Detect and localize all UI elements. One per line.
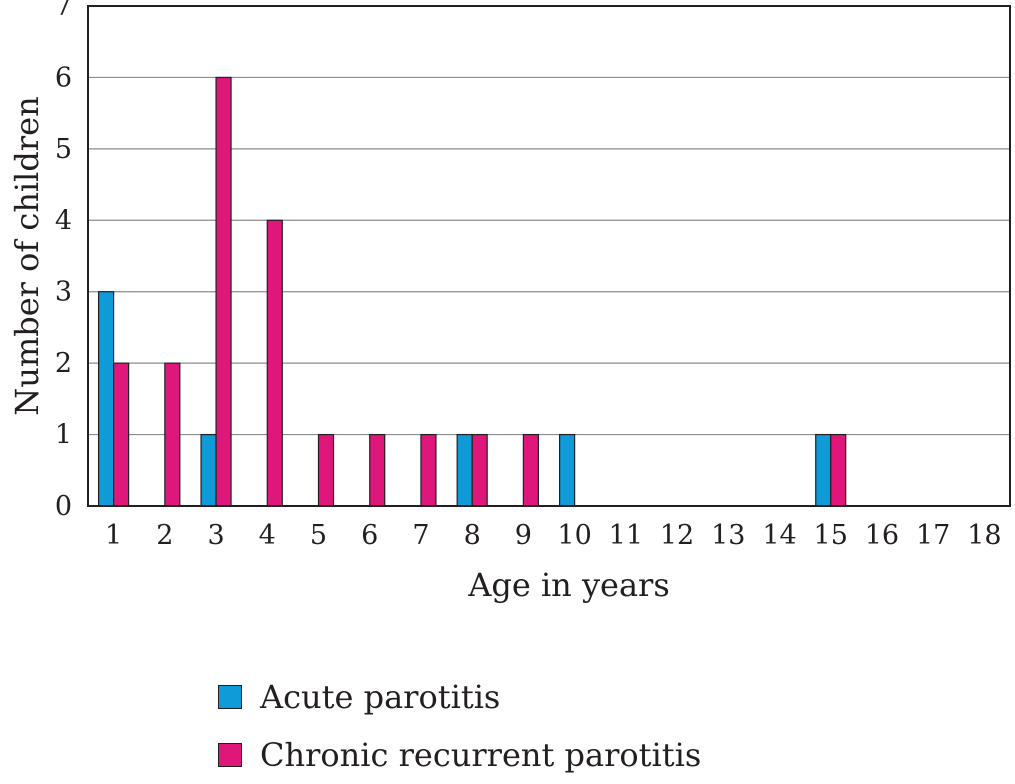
legend-item-chronic: Chronic recurrent parotitis (218, 726, 701, 784)
bar-chronic (369, 433, 386, 507)
legend: Acute parotitis Chronic recurrent paroti… (218, 668, 701, 784)
x-tick-label: 14 (762, 520, 796, 551)
x-tick-labels: 1 2 3 4 5 6 7 8 9 10 11 12 13 14 15 16 17 18 (105, 520, 1002, 551)
x-tick-label: 12 (660, 520, 694, 551)
bar-chronic (266, 219, 283, 507)
x-tick-label: 15 (814, 520, 848, 551)
y-tick-label: 4 (55, 205, 72, 236)
x-tick-label: 10 (557, 520, 591, 551)
x-tick-label: 5 (310, 520, 327, 551)
x-tick-label: 3 (207, 520, 224, 551)
bars (98, 76, 847, 507)
x-tick-label: 16 (865, 520, 899, 551)
x-tick-label: 6 (361, 520, 378, 551)
y-tick-label: 2 (55, 348, 72, 379)
y-tick-label: 0 (55, 491, 72, 522)
x-tick-label: 2 (156, 520, 173, 551)
y-axis-title: Number of children (8, 96, 46, 415)
x-tick-label: 4 (259, 520, 276, 551)
y-tick-label: 1 (55, 420, 72, 451)
legend-label-chronic: Chronic recurrent parotitis (260, 736, 702, 774)
x-tick-label: 18 (967, 520, 1001, 551)
x-tick-label: 11 (609, 520, 643, 551)
legend-item-acute: Acute parotitis (218, 668, 701, 726)
bar-chronic (522, 433, 539, 507)
legend-swatch-acute (218, 685, 242, 709)
bar-acute (200, 433, 217, 507)
legend-swatch-chronic (218, 743, 242, 767)
y-tick-label: 5 (55, 134, 72, 165)
x-axis-title: Age in years (467, 566, 670, 604)
y-tick-label: 7 (55, 0, 72, 22)
bar-acute (456, 433, 473, 507)
bar-chronic (420, 433, 437, 507)
bar-acute (815, 433, 832, 507)
x-tick-label: 9 (515, 520, 532, 551)
bar-chronic (113, 362, 130, 507)
x-tick-label: 7 (412, 520, 429, 551)
bar-chronic (317, 433, 335, 507)
plot-area-frame (87, 5, 1011, 507)
y-tick-label: 6 (55, 62, 72, 93)
y-tick-labels: 0 1 2 3 4 5 6 7 (55, 0, 72, 522)
x-tick-label: 17 (916, 520, 950, 551)
bar-acute (98, 291, 115, 507)
bar-chronic (830, 433, 847, 507)
gridlines (88, 76, 1010, 436)
legend-label-acute: Acute parotitis (260, 678, 501, 716)
bar-chronic (471, 433, 488, 507)
y-tick-label: 3 (55, 277, 72, 308)
x-tick-label: 1 (105, 520, 122, 551)
x-tick-label: 13 (711, 520, 745, 551)
bar-chronic (215, 76, 232, 507)
bar-chronic (164, 362, 181, 507)
x-tick-label: 8 (464, 520, 481, 551)
bar-acute (559, 433, 576, 507)
